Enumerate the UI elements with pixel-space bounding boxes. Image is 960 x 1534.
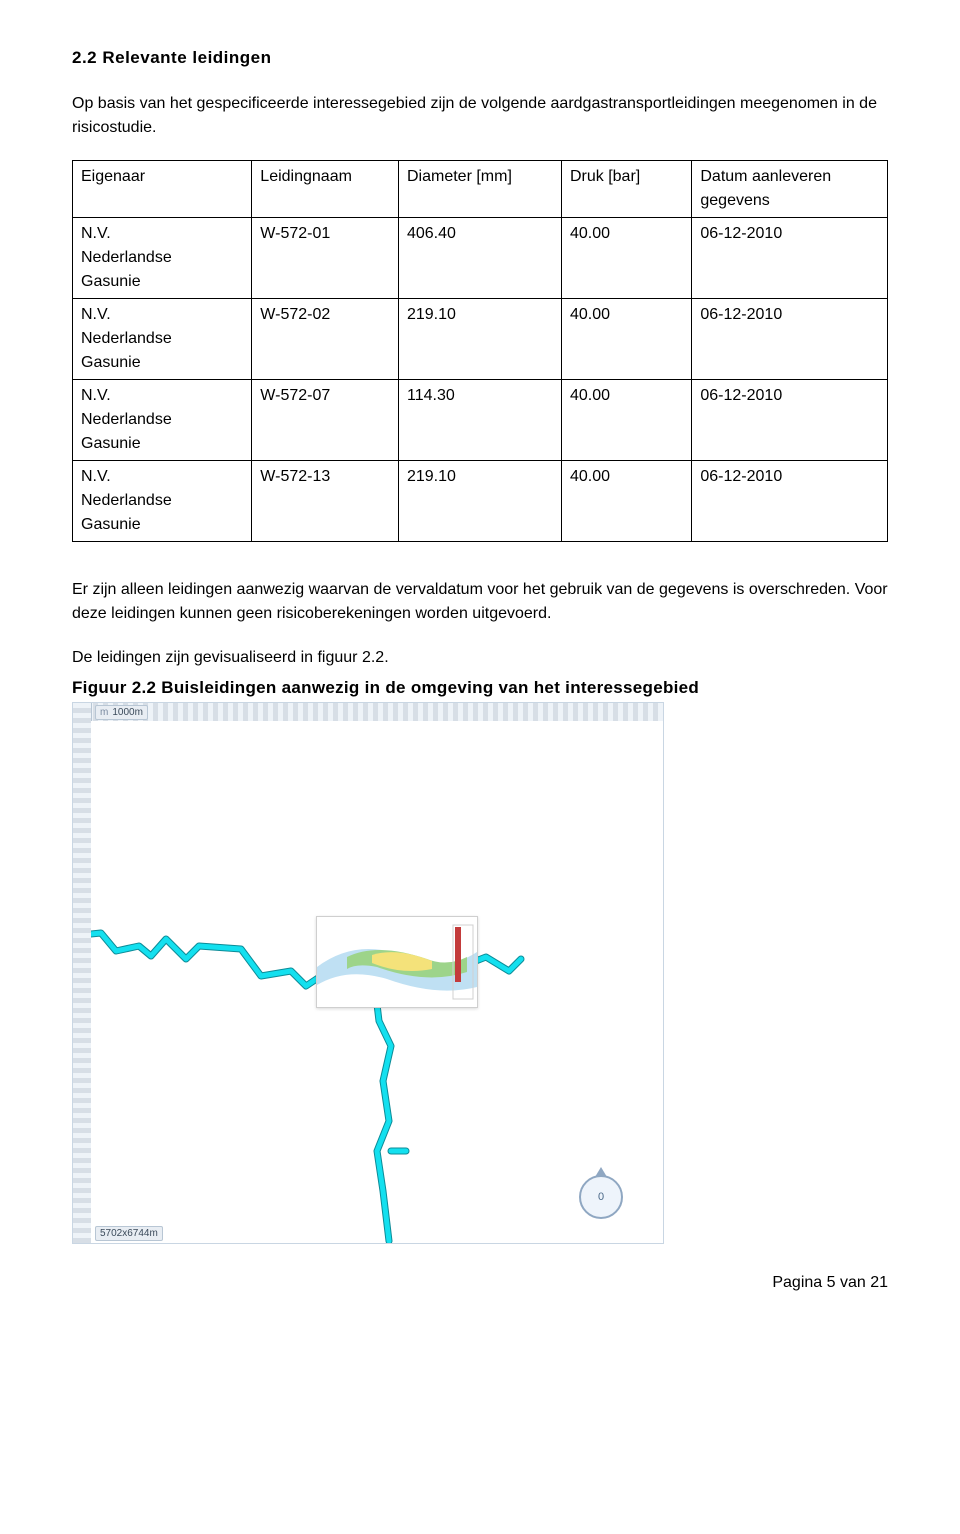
cell-datum: 06-12-2010 <box>692 299 888 380</box>
table-row: N.V.NederlandseGasunieW-572-02219.1040.0… <box>73 299 888 380</box>
cell-eigenaar: N.V.NederlandseGasunie <box>73 380 252 461</box>
col-datum: Datum aanleveren gegevens <box>692 161 888 218</box>
cell-leidingnaam: W-572-02 <box>252 299 399 380</box>
cell-eigenaar: N.V.NederlandseGasunie <box>73 299 252 380</box>
figure-lead-text: De leidingen zijn gevisualiseerd in figu… <box>72 646 888 670</box>
cell-druk: 40.00 <box>561 218 691 299</box>
ruler-left <box>73 703 92 1243</box>
cell-druk: 40.00 <box>561 380 691 461</box>
cell-diameter: 219.10 <box>398 299 561 380</box>
col-diameter: Diameter [mm] <box>398 161 561 218</box>
page-footer: Pagina 5 van 21 <box>72 1274 888 1292</box>
pipelines-table: Eigenaar Leidingnaam Diameter [mm] Druk … <box>72 160 888 542</box>
cell-leidingnaam: W-572-01 <box>252 218 399 299</box>
table-row: N.V.NederlandseGasunieW-572-13219.1040.0… <box>73 461 888 542</box>
scale-bottom-badge: 5702x6744m <box>95 1226 163 1241</box>
warning-paragraph: Er zijn alleen leidingen aanwezig waarva… <box>72 578 888 626</box>
section-heading: 2.2 Relevante leidingen <box>72 48 888 68</box>
cell-diameter: 219.10 <box>398 461 561 542</box>
col-druk: Druk [bar] <box>561 161 691 218</box>
table-row: N.V.NederlandseGasunieW-572-07114.3040.0… <box>73 380 888 461</box>
cell-diameter: 406.40 <box>398 218 561 299</box>
map-figure: m1000m 5702x6744m <box>72 702 664 1244</box>
table-header-row: Eigenaar Leidingnaam Diameter [mm] Druk … <box>73 161 888 218</box>
table-row: N.V.NederlandseGasunieW-572-01406.4040.0… <box>73 218 888 299</box>
col-eigenaar: Eigenaar <box>73 161 252 218</box>
intro-paragraph: Op basis van het gespecificeerde interes… <box>72 92 888 140</box>
figure-caption: Figuur 2.2 Buisleidingen aanwezig in de … <box>72 678 888 698</box>
cell-eigenaar: N.V.NederlandseGasunie <box>73 461 252 542</box>
col-leidingnaam: Leidingnaam <box>252 161 399 218</box>
inset-plan <box>316 916 478 1008</box>
cell-datum: 06-12-2010 <box>692 461 888 542</box>
cell-diameter: 114.30 <box>398 380 561 461</box>
compass-icon: 0 <box>579 1175 623 1219</box>
cell-datum: 06-12-2010 <box>692 218 888 299</box>
map-canvas <box>91 721 663 1243</box>
cell-leidingnaam: W-572-13 <box>252 461 399 542</box>
cell-leidingnaam: W-572-07 <box>252 380 399 461</box>
cell-druk: 40.00 <box>561 461 691 542</box>
ruler-top <box>73 703 663 722</box>
cell-druk: 40.00 <box>561 299 691 380</box>
scale-top-badge: m1000m <box>95 705 148 720</box>
cell-eigenaar: N.V.NederlandseGasunie <box>73 218 252 299</box>
cell-datum: 06-12-2010 <box>692 380 888 461</box>
